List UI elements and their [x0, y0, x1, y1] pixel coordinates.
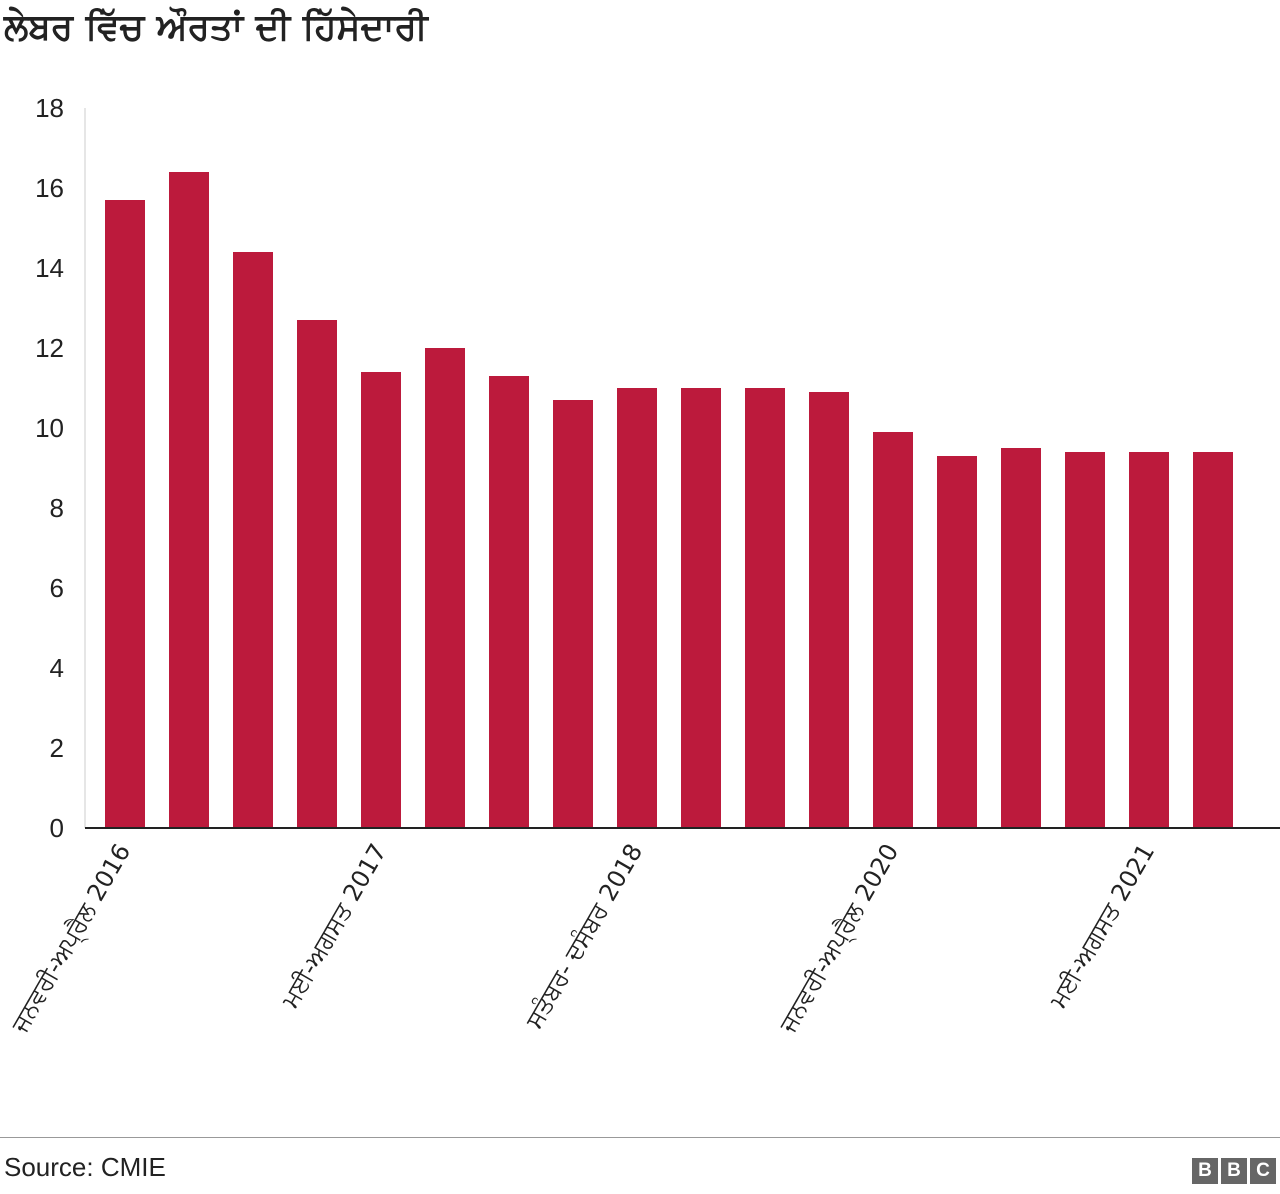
bar	[1129, 452, 1169, 828]
bar	[1193, 452, 1233, 828]
y-tick-label: 2	[50, 733, 64, 763]
bbc-logo-letter: B	[1221, 1158, 1247, 1184]
bbc-logo-letter: B	[1192, 1158, 1218, 1184]
bar	[489, 376, 529, 828]
bar	[617, 388, 657, 828]
bar	[233, 252, 273, 828]
bar	[297, 320, 337, 828]
chart-title: ਲੇਬਰ ਵਿੱਚ ਔਰਤਾਂ ਦੀ ਹਿੱਸੇਦਾਰੀ	[4, 7, 428, 48]
source-divider	[0, 1137, 1280, 1138]
bar	[169, 172, 209, 828]
y-tick-label: 0	[50, 813, 64, 843]
bar	[873, 432, 913, 828]
bbc-logo: B B C	[1192, 1158, 1276, 1184]
bar-chart: 0 2 4 6 8 10 12 14 16 18 ਜਨਵਰੀ-ਅਪ੍ਰੈਲ 2016 ਮਈ-ਅਗਸਤ …	[5, 93, 1280, 1039]
bar	[105, 200, 145, 828]
bar	[937, 456, 977, 828]
y-tick-label: 8	[50, 493, 64, 523]
source-note: Source: CMIE	[4, 1152, 166, 1182]
bar	[425, 348, 465, 828]
x-tick-label: ਮਈ-ਅਗਸਤ 2021	[1043, 839, 1160, 1013]
bar	[745, 388, 785, 828]
y-tick-label: 4	[50, 653, 64, 683]
y-tick-label: 14	[35, 253, 64, 283]
y-tick-label: 16	[35, 173, 64, 203]
bar	[361, 372, 401, 828]
bar	[1001, 448, 1041, 828]
x-tick-label: ਮਈ-ਅਗਸਤ 2017	[275, 839, 392, 1013]
bar	[809, 392, 849, 828]
y-tick-label: 12	[35, 333, 64, 363]
bar	[1065, 452, 1105, 828]
bbc-logo-letter: C	[1250, 1158, 1276, 1184]
y-tick-label: 18	[35, 93, 64, 123]
y-tick-label: 10	[35, 413, 64, 443]
y-tick-label: 6	[50, 573, 64, 603]
bar	[553, 400, 593, 828]
x-tick-label: ਸਤੰਬਰ- ਦਸੰਬਰ 2018	[519, 839, 648, 1034]
x-tick-label: ਜਨਵਰੀ-ਅਪ੍ਰੈਲ 2020	[773, 839, 906, 1039]
x-tick-label: ਜਨਵਰੀ-ਅਪ੍ਰੈਲ 2016	[5, 839, 138, 1039]
bar	[681, 388, 721, 828]
